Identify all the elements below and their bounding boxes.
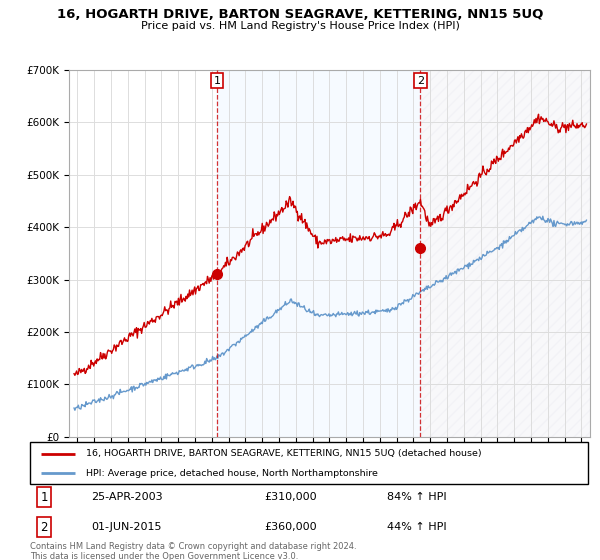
Text: HPI: Average price, detached house, North Northamptonshire: HPI: Average price, detached house, Nort…: [86, 469, 377, 478]
Text: 2: 2: [40, 520, 48, 534]
Text: 01-JUN-2015: 01-JUN-2015: [91, 522, 162, 532]
Text: 1: 1: [214, 76, 221, 86]
Text: 16, HOGARTH DRIVE, BARTON SEAGRAVE, KETTERING, NN15 5UQ: 16, HOGARTH DRIVE, BARTON SEAGRAVE, KETT…: [57, 8, 543, 21]
Text: Price paid vs. HM Land Registry's House Price Index (HPI): Price paid vs. HM Land Registry's House …: [140, 21, 460, 31]
FancyBboxPatch shape: [30, 442, 588, 484]
Text: 16, HOGARTH DRIVE, BARTON SEAGRAVE, KETTERING, NN15 5UQ (detached house): 16, HOGARTH DRIVE, BARTON SEAGRAVE, KETT…: [86, 449, 481, 458]
Text: 25-APR-2003: 25-APR-2003: [91, 492, 163, 502]
Bar: [421, 70, 590, 437]
Text: 44% ↑ HPI: 44% ↑ HPI: [387, 522, 447, 532]
Text: 84% ↑ HPI: 84% ↑ HPI: [387, 492, 447, 502]
Text: £360,000: £360,000: [265, 522, 317, 532]
Text: 2: 2: [417, 76, 424, 86]
Text: £310,000: £310,000: [265, 492, 317, 502]
Text: 1: 1: [40, 491, 48, 504]
Bar: [217, 70, 421, 437]
Text: Contains HM Land Registry data © Crown copyright and database right 2024.
This d: Contains HM Land Registry data © Crown c…: [30, 542, 356, 560]
